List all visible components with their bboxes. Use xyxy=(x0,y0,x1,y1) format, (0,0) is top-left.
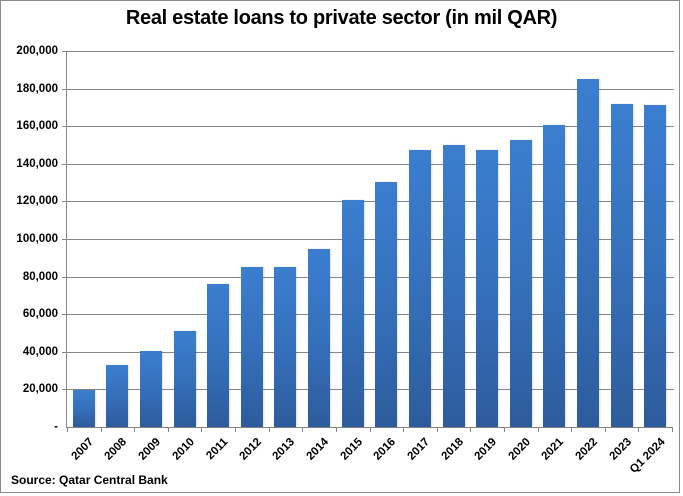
bar-2008 xyxy=(106,364,129,427)
gridline xyxy=(62,163,674,165)
bar-2022 xyxy=(576,79,599,427)
y-tick-label: 120,000 xyxy=(16,195,58,208)
bar-2009 xyxy=(140,350,163,427)
gridline xyxy=(62,389,674,391)
gridline xyxy=(62,351,674,353)
x-tick-mark xyxy=(67,427,68,432)
y-tick-label: 40,000 xyxy=(22,345,58,358)
bar-2023 xyxy=(610,104,633,427)
gridline xyxy=(62,88,674,90)
bar-2016 xyxy=(375,182,398,427)
y-tick-label: - xyxy=(54,421,58,433)
x-tick-mark xyxy=(672,427,673,432)
bar-2014 xyxy=(308,248,331,427)
bar-q1-2024 xyxy=(644,104,667,427)
y-tick-label: 100,000 xyxy=(16,233,58,245)
bar-2017 xyxy=(408,150,431,427)
bar-2015 xyxy=(341,200,364,427)
x-tick-mark xyxy=(638,427,640,432)
x-tick-mark xyxy=(369,427,371,432)
x-tick-mark xyxy=(167,427,169,432)
bar-2012 xyxy=(240,266,263,427)
bar-2021 xyxy=(543,125,566,427)
x-tick-mark xyxy=(201,427,203,432)
x-tick-mark xyxy=(235,427,237,432)
x-tick-mark xyxy=(571,427,573,432)
x-tick-mark xyxy=(537,427,539,432)
x-tick-mark xyxy=(436,427,438,432)
bar-2020 xyxy=(509,139,532,427)
y-tick-label: 140,000 xyxy=(16,157,58,170)
x-tick-mark xyxy=(302,427,304,432)
x-tick-mark xyxy=(604,427,606,432)
chart-title: Real estate loans to private sector (in … xyxy=(125,7,558,29)
y-tick-label: 200,000 xyxy=(16,45,58,57)
x-tick-mark xyxy=(503,427,505,432)
y-tick-label: 80,000 xyxy=(22,270,58,283)
source-note: Source: Qatar Central Bank xyxy=(11,473,168,487)
gridline xyxy=(62,201,674,203)
x-tick-mark xyxy=(100,427,102,432)
x-tick-mark xyxy=(403,427,405,432)
bar-2018 xyxy=(442,145,465,427)
y-axis-line xyxy=(66,51,67,427)
bar-2011 xyxy=(207,283,230,427)
y-tick-label: 180,000 xyxy=(16,82,58,95)
bar-2007 xyxy=(72,389,95,427)
bar-2019 xyxy=(476,150,499,427)
bar-2013 xyxy=(274,267,297,427)
x-tick-mark xyxy=(470,427,472,432)
x-tick-mark xyxy=(268,427,270,432)
y-tick-label: 20,000 xyxy=(22,383,58,396)
x-tick-mark xyxy=(134,427,136,432)
y-tick-label: 160,000 xyxy=(16,120,58,133)
gridline xyxy=(62,276,674,278)
gridline xyxy=(62,51,674,52)
bar-2010 xyxy=(173,330,196,427)
y-tick-label: 60,000 xyxy=(22,308,58,321)
gridline xyxy=(62,126,674,128)
gridline xyxy=(62,314,674,316)
gridline xyxy=(62,239,674,240)
x-tick-mark xyxy=(335,427,337,432)
